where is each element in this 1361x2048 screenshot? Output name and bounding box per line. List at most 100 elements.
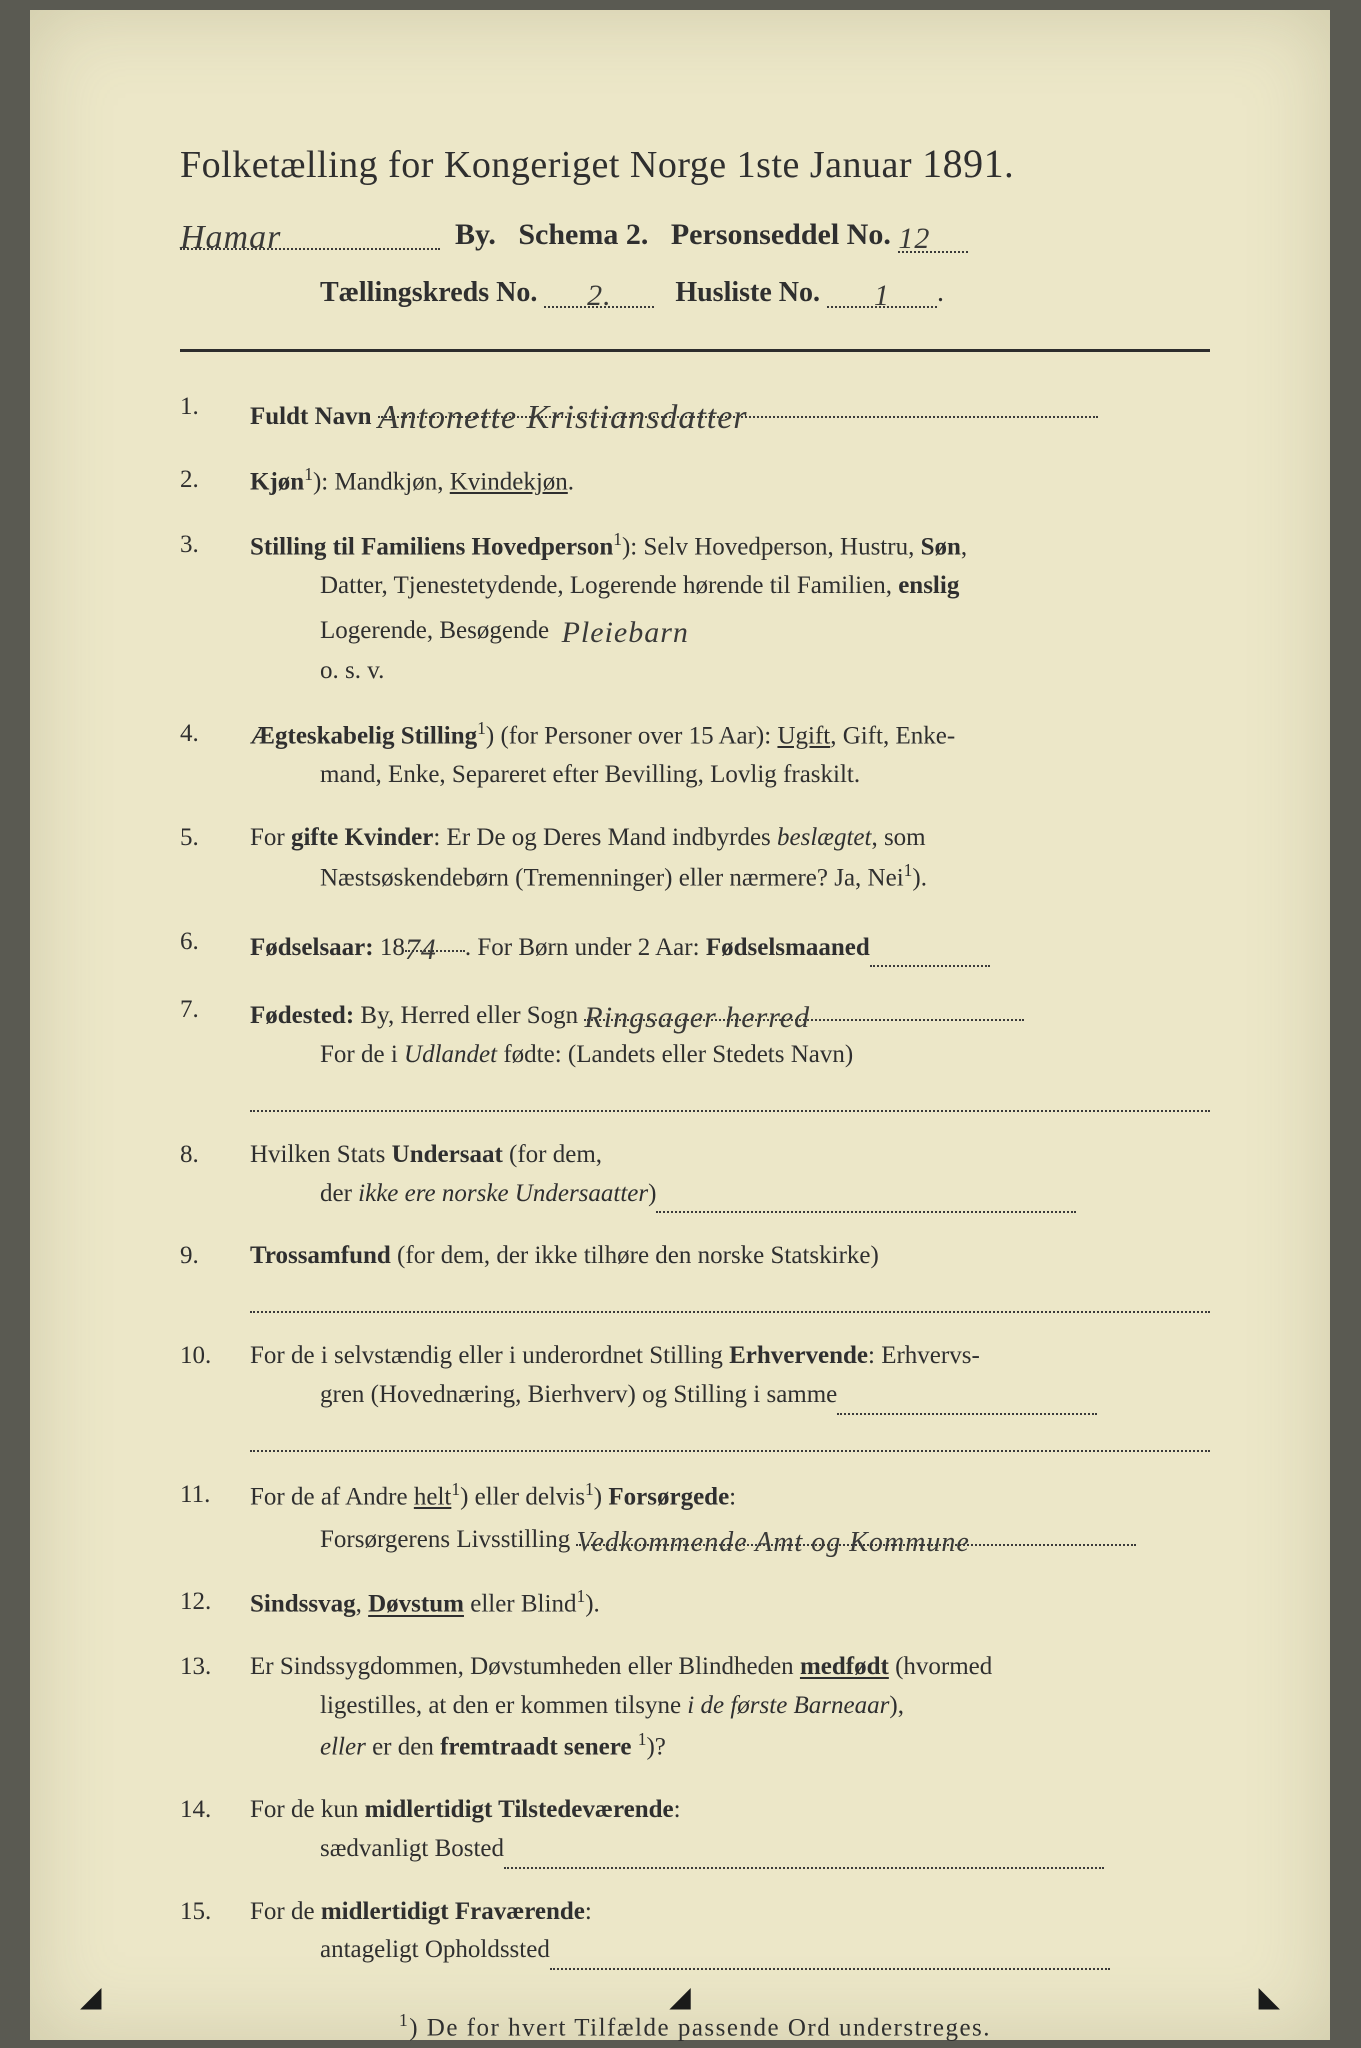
q1: Fuldt Navn Antonette Kristiansdatter [180, 388, 1210, 437]
q9-blank-line [250, 1276, 1210, 1313]
q6-maaned: Fødselsmaaned [706, 934, 870, 961]
q3-osv: o. s. v. [320, 652, 1210, 691]
q12-comma: , [356, 1591, 369, 1618]
q15-colon: : [585, 1898, 592, 1925]
header-line-2: Hamar By. Schema 2. Personseddel No. 12 [180, 215, 1210, 253]
q5-besl: beslægtet [777, 824, 871, 851]
q13-l3a: eller [320, 1733, 366, 1760]
footnote-sup: 1 [399, 2010, 409, 2030]
q11-value-hw: Vedkommende Amt og Kommune [576, 1527, 969, 1558]
q10-l1a: For de i selvstændig eller i underordnet… [250, 1342, 729, 1369]
q3: Stilling til Familiens Hovedperson1): Se… [180, 526, 1210, 691]
q5-kvinder: Kvinder [344, 824, 433, 851]
q4-t1: , Gift, Enke- [830, 722, 955, 749]
footnote: 1) De for hvert Tilfælde passende Ord un… [180, 2010, 1210, 2042]
q3-enslig: enslig [898, 572, 959, 599]
q13-l2a: ligestilles, at den er kommen tilsyne [320, 1692, 687, 1719]
q11-l2-wrap: Forsørgerens Livsstilling Vedkommende Am… [320, 1517, 1210, 1560]
q14-colon: : [674, 1796, 681, 1823]
title-dot: . [1004, 144, 1014, 186]
q9-tail: (for dem, der ikke tilhøre den norske St… [397, 1242, 879, 1269]
q13: Er Sindssygdommen, Døvstumheden eller Bl… [180, 1648, 1210, 1767]
q7-label: Fødested: [250, 1002, 354, 1029]
q6-year-field: 74 [405, 923, 465, 953]
q3-hw: Pleiebarn [562, 616, 689, 649]
q13-l1a: Er Sindssygdommen, Døvstumheden eller Bl… [250, 1653, 800, 1680]
census-form: Folketælling for Kongeriget Norge 1ste J… [30, 10, 1330, 2040]
q14-l2: sædvanligt Bosted [320, 1835, 504, 1862]
q6-year-hw: 74 [405, 933, 437, 966]
q7-l2a: For de i [320, 1041, 404, 1068]
q13-l2-wrap: ligestilles, at den er kommen tilsyne i … [320, 1687, 1210, 1726]
personseddel-no-field: 12 [898, 218, 968, 253]
q11: For de af Andre helt1) eller delvis1) Fo… [180, 1476, 1210, 1560]
q3-l3-wrap: Logerende, Besøgende Pleiebarn [320, 606, 1210, 653]
q13-l3-wrap: eller er den fremtraadt senere 1)? [320, 1726, 1210, 1767]
q5-tail: Er De og Deres Mand indbyrdes [447, 824, 777, 851]
reg-mark-right: ◣ [1258, 1980, 1280, 2014]
q11-helt: helt [414, 1483, 452, 1510]
kreds-no-field: 2. [544, 275, 654, 308]
q3-l3a: Logerende, Besøgende [320, 617, 549, 644]
q1-label: Fuldt Navn [250, 403, 372, 430]
q12-sup: 1 [576, 1586, 585, 1606]
title-line: Folketælling for Kongeriget Norge 1ste J… [180, 140, 1210, 187]
husliste-dot: . [937, 277, 944, 308]
q15-l2: antageligt Opholdssted [320, 1936, 550, 1963]
q4-label: Ægteskabelig Stilling [250, 722, 477, 749]
page-wrap: Folketælling for Kongeriget Norge 1ste J… [0, 0, 1361, 2048]
q13-medf: medfødt [800, 1653, 889, 1680]
husliste-no-field: 1 [827, 275, 937, 308]
q14: For de kun midlertidigt Tilstedeværende:… [180, 1791, 1210, 1869]
q11-sup2: 1 [585, 1479, 594, 1499]
q7: Fødested: By, Herred eller Sogn Ringsage… [180, 991, 1210, 1112]
q4: Ægteskabelig Stilling1) (for Personer ov… [180, 715, 1210, 795]
q10-field1 [837, 1413, 1097, 1415]
q13-l1b: (hvormed [889, 1653, 992, 1680]
city-handwritten: Hamar [180, 219, 281, 256]
q10-blank-line [250, 1415, 1210, 1452]
q15-mid: midlertidigt Fraværende [321, 1898, 585, 1925]
q6: Fødselsaar: 1874. For Børn under 2 Aar: … [180, 923, 1210, 968]
personseddel-label: Personseddel No. [671, 218, 891, 251]
q6-18: 18 [380, 934, 405, 961]
q11-l1b: ) eller delvis [460, 1483, 585, 1510]
q8-l2-wrap: der ikke ere norske Undersaatter) [320, 1175, 1210, 1214]
q13-q: )? [646, 1733, 665, 1760]
q7-udl: Udlandet [404, 1041, 497, 1068]
q13-frem: fremtraadt senere [440, 1733, 631, 1760]
q8-l2a: der [320, 1180, 358, 1207]
q7-l2-wrap: For de i Udlandet fødte: (Landets eller … [320, 1036, 1210, 1075]
q4-ugift: Ugift [777, 722, 830, 749]
q2: Kjøn1): Mandkjøn, Kvindekjøn. [180, 461, 1210, 502]
registration-marks: ◢ ◢ ◣ [30, 1980, 1330, 2000]
q6-maaned-field [870, 965, 990, 967]
q3-l1-tail: Selv Hovedperson, Hustru, [644, 533, 915, 560]
schema-label: Schema 2. [518, 218, 648, 251]
q3-label: Stilling til Familiens Hovedperson [250, 533, 613, 560]
field-list: Fuldt Navn Antonette Kristiansdatter Kjø… [180, 388, 1210, 1970]
q12-dov: Døvstum [368, 1591, 464, 1618]
q2-label: Kjøn [250, 468, 304, 495]
q10-erhv: Erhvervende [729, 1342, 868, 1369]
q3-l2: Datter, Tjenestetydende, Logerende høren… [320, 572, 892, 599]
q8-paren: ) [648, 1180, 656, 1207]
q13-ital: i de første Barneaar [687, 1692, 889, 1719]
q13-l3b: er den [366, 1733, 440, 1760]
footnote-text: ) De for hvert Tilfælde passende Ord und… [409, 2014, 991, 2041]
q13-l2b: ), [889, 1692, 904, 1719]
title-prefix: Folketælling for Kongeriget Norge 1ste J… [180, 144, 912, 186]
q3-sup: 1 [613, 529, 622, 549]
q14-field [504, 1867, 1104, 1869]
q14-l2-wrap: sædvanligt Bosted [320, 1830, 1210, 1869]
q1-value-hw: Antonette Kristiansdatter [378, 399, 748, 436]
q4-l2: mand, Enke, Separeret efter Bevilling, L… [320, 756, 1210, 795]
q5-colon: : [433, 824, 440, 851]
q4-sup: 1 [477, 718, 486, 738]
husliste-no-hw: 1 [874, 279, 890, 312]
q9-label: Trossamfund [250, 1242, 391, 1269]
q5-l2-wrap: Næstsøskendebørn (Tremenninger) eller næ… [320, 857, 1210, 898]
q7-value-hw: Ringsager herred [584, 1001, 810, 1034]
q7-blank-line [250, 1075, 1210, 1112]
q8-l1a: Hvilken Stats [250, 1141, 392, 1168]
